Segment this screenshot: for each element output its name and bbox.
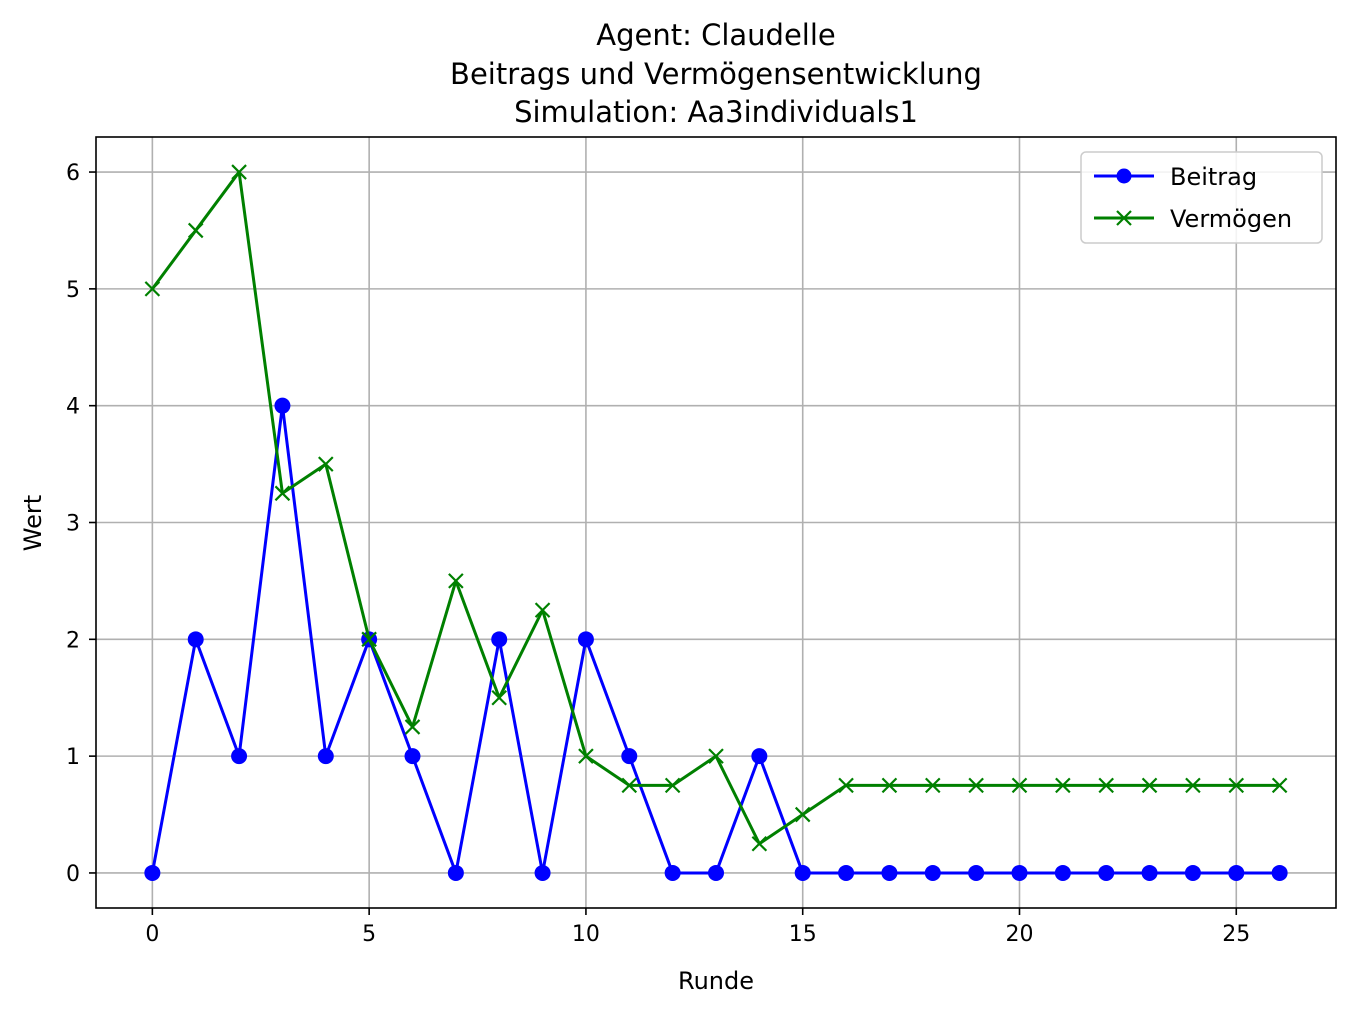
- data-point-beitrag: [534, 864, 551, 881]
- series-vermoegen: [144, 164, 1288, 852]
- legend: Beitrag Vermögen: [1080, 151, 1323, 244]
- data-point-beitrag: [1141, 864, 1158, 881]
- data-point-beitrag: [1011, 864, 1028, 881]
- data-point-vermoegen: [968, 777, 984, 794]
- data-point-vermoegen: [578, 748, 594, 764]
- data-point-beitrag: [1098, 864, 1115, 881]
- grid: [96, 137, 1336, 908]
- data-point-beitrag: [664, 864, 681, 881]
- data-point-beitrag: [794, 864, 811, 881]
- chart-title-line-3: Simulation: Aa3individuals1: [514, 95, 918, 129]
- series-beitrag: [144, 397, 1288, 881]
- data-point-beitrag: [317, 748, 334, 765]
- plot-frame: [95, 136, 1337, 909]
- x-tick-label: 0: [145, 922, 159, 947]
- data-point-vermoegen: [1185, 777, 1201, 794]
- x-tick-label: 15: [789, 922, 817, 947]
- data-point-beitrag: [751, 748, 768, 765]
- data-point-beitrag: [577, 631, 594, 648]
- data-point-vermoegen: [1098, 777, 1114, 794]
- data-point-beitrag: [1184, 864, 1201, 881]
- data-point-vermoegen: [794, 806, 811, 823]
- data-point-beitrag: [708, 864, 724, 881]
- y-tick-label: 3: [66, 512, 80, 537]
- data-point-beitrag: [621, 748, 638, 765]
- x-tick-label: 5: [362, 922, 376, 947]
- data-point-beitrag: [144, 864, 161, 881]
- legend-label-beitrag: Beitrag: [1170, 163, 1257, 191]
- data-point-vermoegen: [664, 777, 681, 794]
- x-axis-label: Runde: [678, 967, 754, 995]
- data-point-vermoegen: [881, 777, 898, 794]
- y-tick-label: 5: [66, 278, 80, 303]
- data-point-vermoegen: [1271, 777, 1288, 794]
- y-tick-label: 0: [66, 862, 80, 887]
- data-point-vermoegen: [361, 631, 377, 648]
- x-tick-label: 20: [1005, 922, 1033, 947]
- data-point-vermoegen: [318, 456, 334, 472]
- chart-title-line-2: Beitrags und Vermögensentwicklung: [450, 57, 982, 91]
- data-point-vermoegen: [621, 777, 638, 794]
- data-point-vermoegen: [448, 573, 464, 589]
- x-tick-label: 10: [572, 922, 600, 947]
- data-point-vermoegen: [231, 164, 247, 180]
- data-point-vermoegen: [187, 222, 204, 239]
- data-point-beitrag: [1228, 864, 1245, 881]
- legend-label-vermoegen: Vermögen: [1170, 205, 1292, 233]
- data-point-vermoegen: [925, 777, 941, 794]
- data-point-vermoegen: [708, 748, 724, 764]
- y-tick-label: 4: [66, 395, 80, 420]
- x-tick-label: 25: [1222, 922, 1250, 947]
- data-point-vermoegen: [1055, 777, 1071, 794]
- data-point-vermoegen: [1011, 777, 1028, 794]
- data-point-beitrag: [1271, 864, 1288, 881]
- axis-ticks: 0 5 10 15 20 25 0 1 2 3 4 5 6: [66, 161, 1250, 947]
- data-point-vermoegen: [491, 689, 507, 706]
- legend-marker-beitrag: [1116, 168, 1132, 184]
- data-point-beitrag: [404, 748, 421, 765]
- data-point-vermoegen: [1228, 777, 1245, 794]
- data-point-beitrag: [881, 864, 898, 881]
- data-point-beitrag: [1054, 864, 1071, 881]
- legend-marker-vermoegen: [1116, 210, 1132, 226]
- data-point-beitrag: [447, 864, 464, 881]
- data-point-beitrag: [491, 631, 508, 648]
- data-point-vermoegen: [838, 777, 854, 794]
- y-tick-label: 2: [66, 628, 80, 653]
- data-point-vermoegen: [534, 602, 551, 618]
- data-point-vermoegen: [751, 835, 768, 852]
- y-tick-label: 1: [66, 745, 80, 770]
- data-point-beitrag: [187, 631, 204, 648]
- series-layer: [144, 164, 1288, 881]
- data-point-beitrag: [274, 397, 291, 414]
- data-point-vermoegen: [274, 485, 291, 502]
- data-point-beitrag: [838, 864, 855, 881]
- data-point-vermoegen: [404, 719, 421, 735]
- data-point-vermoegen: [144, 281, 161, 297]
- y-axis-label: Wert: [19, 495, 47, 551]
- data-point-beitrag: [231, 748, 248, 765]
- chart-title-line-1: Agent: Claudelle: [596, 18, 836, 52]
- y-tick-label: 6: [66, 161, 80, 186]
- data-point-beitrag: [924, 864, 941, 881]
- data-point-vermoegen: [1141, 777, 1158, 794]
- data-point-beitrag: [968, 864, 985, 881]
